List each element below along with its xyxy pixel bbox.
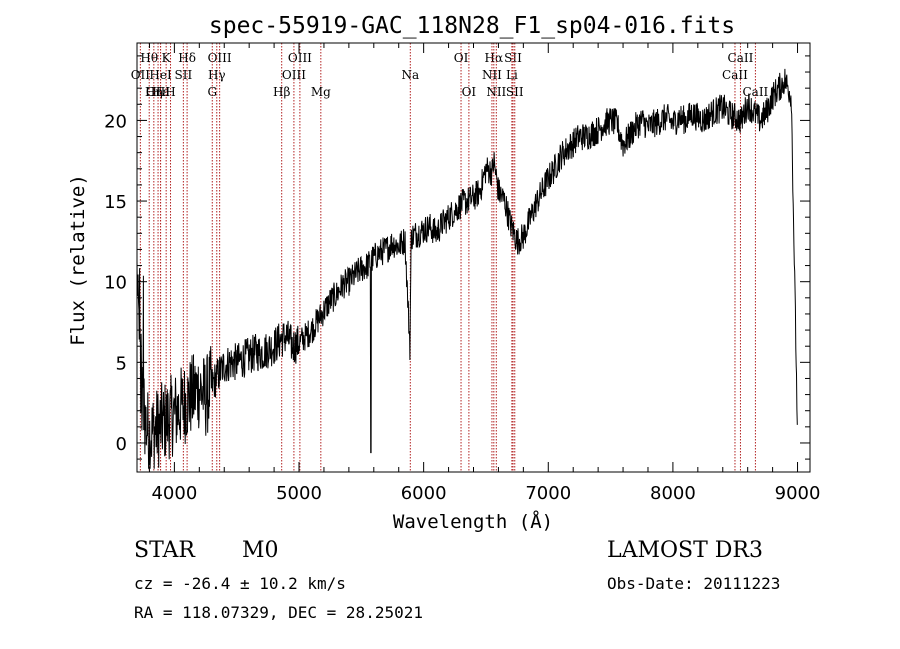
spectral-line-label: SII bbox=[504, 51, 522, 65]
y-tick-label: 20 bbox=[104, 111, 127, 132]
y-tick-label: 0 bbox=[116, 434, 127, 455]
spectral-line-label: OIII bbox=[146, 85, 170, 99]
x-axis-label: Wavelength (Å) bbox=[393, 510, 553, 533]
spectral-line-label: CaII bbox=[742, 85, 768, 99]
spectral-line-label: Hθ bbox=[140, 51, 158, 65]
spectral-line-label: SII bbox=[175, 68, 193, 82]
spectral-line-label: Hα bbox=[485, 51, 504, 65]
survey-name: LAMOST DR3 bbox=[607, 538, 763, 563]
spectral-line-label: HeI bbox=[149, 68, 172, 82]
spectral-line-label: Hβ bbox=[273, 85, 290, 99]
object-class: STAR bbox=[134, 538, 195, 563]
spectral-line-label: Li bbox=[506, 68, 518, 82]
spectral-line-label: K bbox=[162, 51, 172, 65]
x-tick-label: 9000 bbox=[775, 483, 821, 504]
spectral-line-label: Hη bbox=[145, 85, 163, 99]
spectral-line-label: NII bbox=[482, 68, 502, 82]
y-tick-label: 15 bbox=[104, 192, 127, 213]
y-tick-label: 5 bbox=[116, 353, 127, 374]
spectral-line-label: G bbox=[207, 85, 217, 99]
object-subclass: M0 bbox=[242, 538, 279, 563]
spectral-line-label: H bbox=[165, 85, 175, 99]
y-axis-label: Flux (relative) bbox=[67, 174, 89, 346]
spectral-line-label: OIII bbox=[282, 68, 306, 82]
spectral-line-label: Hγ bbox=[208, 68, 226, 82]
spectral-line-label: Hδ bbox=[178, 51, 196, 65]
x-tick-label: 4000 bbox=[151, 483, 197, 504]
y-axis-ticks: 0 5 10 15 20 bbox=[104, 55, 810, 460]
spectral-line-label: OIII bbox=[208, 51, 232, 65]
observation-date: Obs-Date: 20111223 bbox=[607, 574, 781, 593]
spectral-line-label: CaII bbox=[722, 68, 748, 82]
spectral-line-label: CaII bbox=[728, 51, 754, 65]
spectral-line-label: OI bbox=[454, 51, 469, 65]
spectral-line-label: NII bbox=[486, 85, 506, 99]
spectral-line-label: OII bbox=[131, 68, 151, 82]
x-axis-ticks: 4000 5000 6000 7000 8000 9000 bbox=[148, 43, 821, 504]
spectral-line-label: OI bbox=[462, 85, 477, 99]
x-tick-label: 6000 bbox=[401, 483, 447, 504]
x-tick-label: 8000 bbox=[650, 483, 696, 504]
spectrum-trace bbox=[136, 68, 798, 469]
coordinates: RA = 118.07329, DEC = 28.25021 bbox=[134, 603, 423, 622]
y-tick-label: 10 bbox=[104, 273, 127, 294]
spectral-line-label: SII bbox=[506, 85, 524, 99]
x-tick-label: 7000 bbox=[525, 483, 571, 504]
chart-title: spec-55919-GAC_118N28_F1_sp04-016.fits bbox=[209, 13, 735, 39]
spectral-line-label: Na bbox=[401, 68, 419, 82]
x-tick-label: 5000 bbox=[276, 483, 322, 504]
spectral-line-label: Mg bbox=[311, 85, 331, 99]
spectral-line-label: OIII bbox=[288, 51, 312, 65]
redshift-cz: cz = -26.4 ± 10.2 km/s bbox=[134, 574, 346, 593]
